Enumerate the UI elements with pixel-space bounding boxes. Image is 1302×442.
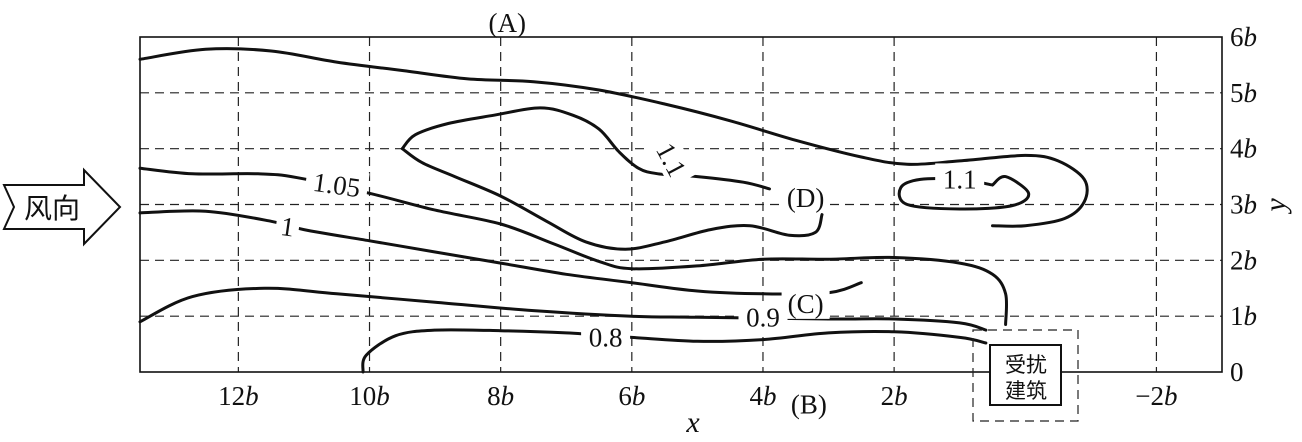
contour-c-0.8 xyxy=(361,328,988,374)
x-tick-label-6: 6b xyxy=(618,381,645,411)
x-tick-label-10: 10b xyxy=(349,381,390,411)
x-tick-label-12: 12b xyxy=(218,381,259,411)
contour-label-c-0.8: 0.8 xyxy=(589,322,623,352)
contour-label-group-c-0.8: 0.8 xyxy=(581,321,631,352)
wind-arrow-icon xyxy=(2,167,122,247)
annotation-label-2: (C) xyxy=(788,289,824,319)
contour-label-c-1.05: 1.05 xyxy=(311,167,362,203)
contour-label-group-c-1.05: 1.05 xyxy=(304,164,370,204)
annotation-label-3: (D) xyxy=(787,183,824,213)
y-tick-label-1: 1b xyxy=(1230,301,1257,331)
annotation-bg-2 xyxy=(781,286,830,319)
contour-label-c-1: 1 xyxy=(279,211,297,243)
x-tick-label-8: 8b xyxy=(487,381,514,411)
annotation-label-1: (B) xyxy=(791,389,827,419)
contour-label-c-0.9: 0.9 xyxy=(746,302,780,332)
building-label-line1: 受扰 xyxy=(1005,353,1047,377)
x-tick-label-4: 4b xyxy=(749,381,776,411)
y-axis-title: y xyxy=(1259,198,1292,215)
contour-label-group-c-1: 1 xyxy=(274,209,302,243)
building-outer-box xyxy=(972,329,1079,422)
y-tick-label-2: 2b xyxy=(1230,245,1257,275)
x-axis-title: x xyxy=(685,406,700,437)
contour-label-bg-c-1 xyxy=(274,209,302,243)
contour-label-bg-c-0.8 xyxy=(581,321,631,352)
building-label-line2: 建筑 xyxy=(1005,379,1047,403)
contour-label-group-c-0.9: 0.9 xyxy=(738,301,788,332)
contour-label-group-c-1.1-right: 1.1 xyxy=(935,163,985,194)
grid xyxy=(140,37,1222,372)
contour-c-1.05 xyxy=(138,166,1009,326)
tick-labels: 12b 10b 8b 6b 4b 2b −2b 0 1b 2b 3b 4b 5b 6b xyxy=(218,22,1257,411)
contour-label-c-1.1-right: 1.1 xyxy=(943,164,977,194)
x-tick-label-2: 2b xyxy=(881,381,908,411)
contour-label-bg-c-1.05 xyxy=(304,164,370,204)
contour-c-1.1-left-lower xyxy=(400,147,824,251)
y-tick-label-3: 3b xyxy=(1230,190,1257,220)
wind-direction-label: 风向 xyxy=(24,192,80,225)
y-tick-label-0: 0 xyxy=(1230,357,1244,387)
contour-label-bg-c-1.1-left xyxy=(647,130,697,189)
y-tick-label-5: 5b xyxy=(1230,78,1257,108)
contour-lines xyxy=(138,47,1089,374)
disturbed-building: 受扰 建筑 xyxy=(972,329,1079,422)
contour-c-0.9 xyxy=(138,286,988,332)
contour-label-group-c-1.1-left: 1.1 xyxy=(647,130,697,189)
contour-c-1.1-left xyxy=(400,106,771,191)
y-tick-label-4: 4b xyxy=(1230,134,1257,164)
contour-labels: 1.1 1.1 1.05 1 0.9 0.8 xyxy=(274,130,985,352)
contour-outer-upper xyxy=(138,47,1089,228)
annotation-bg-3 xyxy=(781,180,830,213)
x-tick-label--2: −2b xyxy=(1135,381,1177,411)
wind-direction-arrow: 风向 xyxy=(2,167,122,247)
annotation-label-0: (A) xyxy=(488,8,525,38)
annotations: (A) (B) (C) (D) xyxy=(488,8,830,419)
contour-label-bg-c-1.1-right xyxy=(935,163,985,194)
y-tick-label-6: 6b xyxy=(1230,22,1257,52)
plot-frame xyxy=(139,36,1223,373)
contour-label-bg-c-0.9 xyxy=(738,301,788,332)
building-inner-box xyxy=(989,344,1062,406)
contour-c-1 xyxy=(138,209,863,296)
